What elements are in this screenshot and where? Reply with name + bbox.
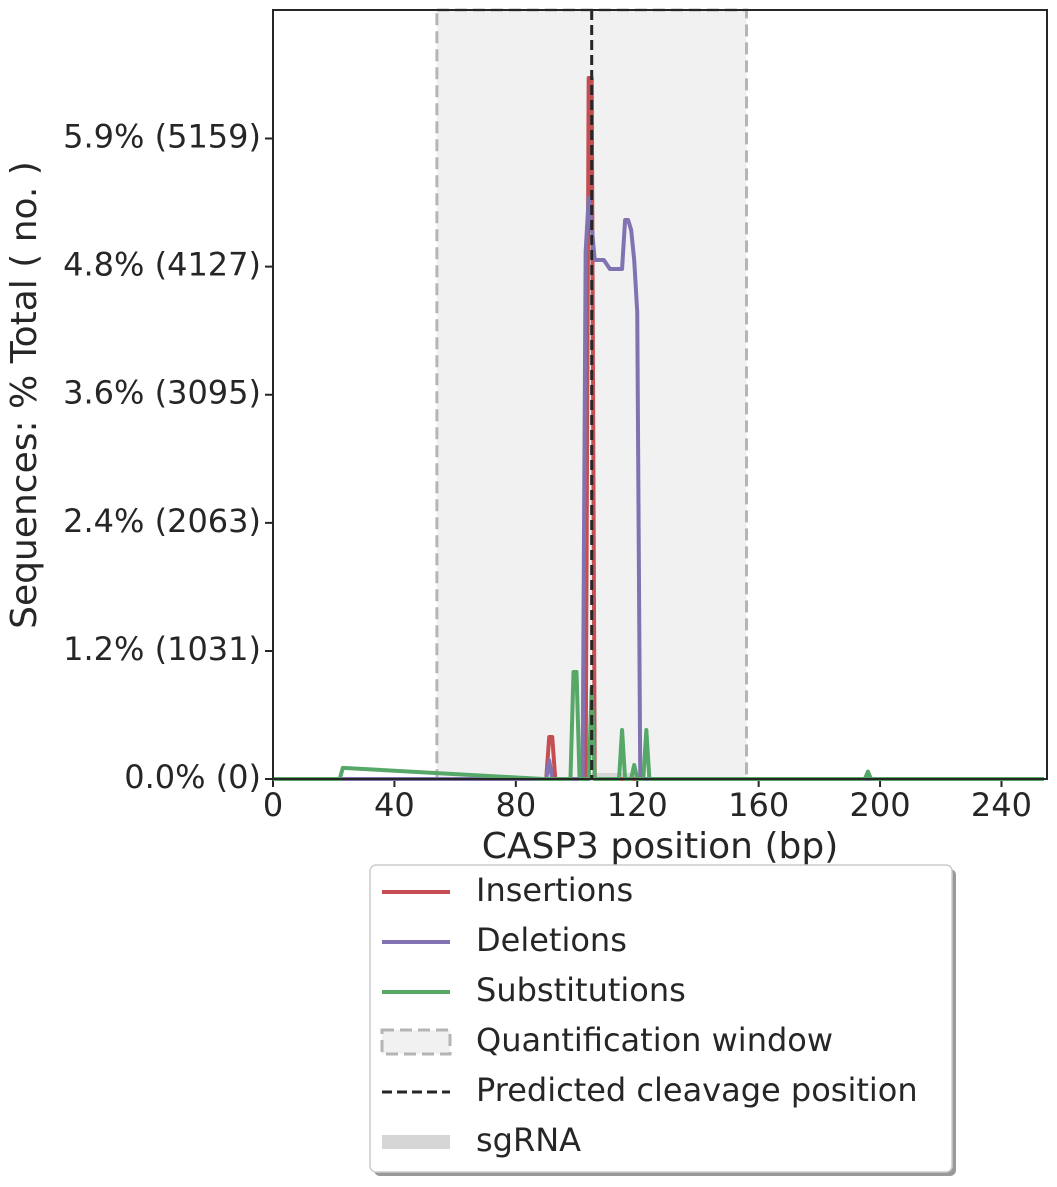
x-tick-label: 200 <box>850 786 911 824</box>
x-tick-label: 0 <box>263 786 283 824</box>
legend-label: Substitutions <box>476 971 686 1009</box>
y-tick-label: 4.8% (4127) <box>63 246 261 284</box>
x-axis-label: CASP3 position (bp) <box>482 826 839 867</box>
x-tick-label: 120 <box>607 786 668 824</box>
sgrna <box>579 773 641 779</box>
x-tick-label: 160 <box>728 786 789 824</box>
plot-frame <box>272 9 1048 780</box>
y-tick-label: 1.2% (1031) <box>63 630 261 668</box>
legend-swatch <box>382 1135 450 1149</box>
y-axis-label: Sequences: % Total ( no. ) <box>4 161 45 629</box>
x-tick-label: 80 <box>495 786 536 824</box>
legend-label: Insertions <box>476 871 633 909</box>
y-tick-label: 5.9% (5159) <box>63 117 261 155</box>
legend-label: sgRNA <box>476 1121 581 1159</box>
legend-box <box>369 864 953 1173</box>
y-tick-label: 2.4% (2063) <box>63 502 261 540</box>
legend-label: Quantification window <box>476 1021 833 1059</box>
legend-label: Deletions <box>476 921 627 959</box>
legend-label: Predicted cleavage position <box>476 1071 918 1109</box>
legend: Insertions Deletions Substitutions Quantifi… <box>369 864 956 1176</box>
x-tick-label: 240 <box>971 786 1032 824</box>
x-tick-label: 40 <box>374 786 415 824</box>
y-tick-label: 3.6% (3095) <box>63 374 261 412</box>
y-tick-label: 0.0% (0) <box>124 758 261 796</box>
legend-swatch <box>380 1028 452 1056</box>
